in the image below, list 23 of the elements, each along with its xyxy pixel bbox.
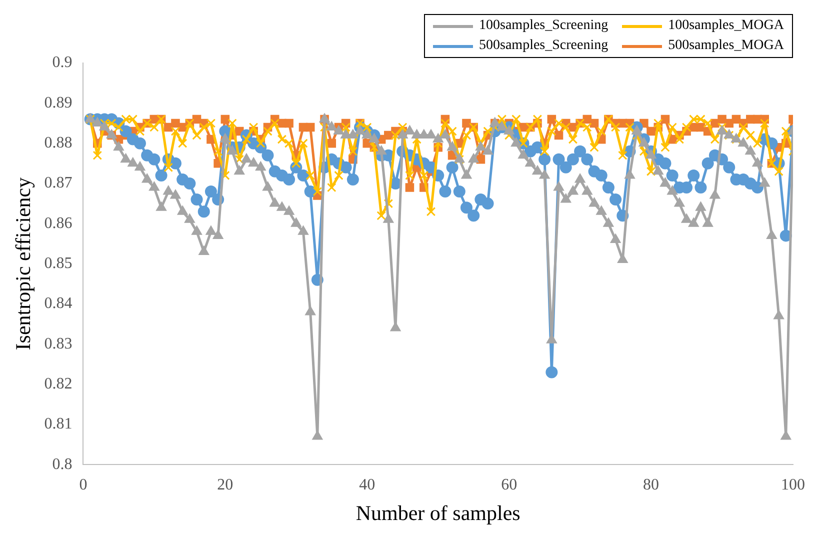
legend-label: 100samples_MOGA — [668, 18, 784, 34]
y-tick-label: 0.85 — [44, 255, 72, 272]
y-tick-label: 0.87 — [44, 174, 72, 192]
x-tick-label: 20 — [217, 476, 234, 494]
x-tick-label: 40 — [359, 476, 376, 494]
legend-label: 500samples_Screening — [479, 38, 608, 54]
y-tick-label: 0.81 — [44, 416, 72, 433]
x-tick-label: 0 — [79, 476, 88, 494]
x-tick-label: 80 — [643, 476, 660, 494]
y-tick-label: 0.86 — [44, 214, 72, 232]
legend-label: 500samples_MOGA — [668, 38, 784, 54]
x-tick-label: 60 — [501, 476, 518, 494]
y-axis-title: Isentropic efficiency — [11, 176, 36, 350]
y-tick-label: 0.8 — [52, 456, 72, 473]
x-tick-label: 100 — [781, 476, 805, 494]
y-tick-label: 0.89 — [44, 94, 72, 112]
y-tick-label: 0.82 — [44, 375, 72, 392]
y-tick-label: 0.83 — [44, 335, 72, 352]
legend-label: 100samples_Screening — [479, 18, 608, 34]
y-tick-label: 0.9 — [52, 54, 72, 72]
y-tick-label: 0.84 — [44, 295, 72, 312]
y-tick-label: 0.88 — [44, 134, 72, 152]
x-axis-title: Number of samples — [356, 500, 520, 525]
